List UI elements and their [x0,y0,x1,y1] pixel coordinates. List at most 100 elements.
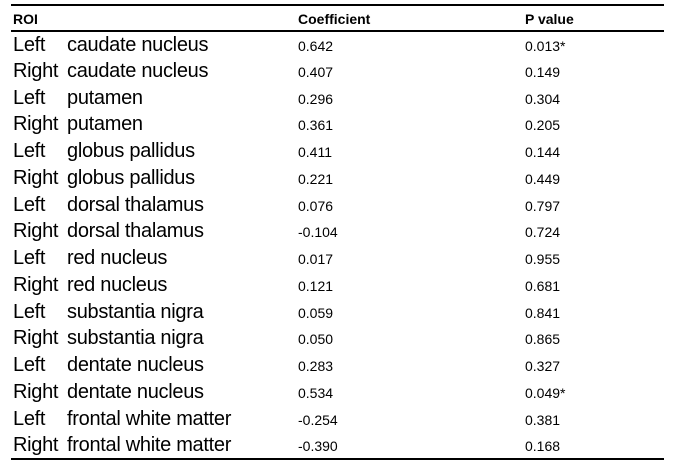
roi-statistics-table: ROI Coefficient P value Left caudate nucl… [11,4,664,460]
table-header-row: ROI Coefficient P value [11,4,664,32]
roi-cell: Right substantia nigra [11,325,298,352]
roi-region-label: globus pallidus [67,166,195,189]
roi-region-label: putamen [67,113,143,136]
p-value-cell: 0.144 [525,144,561,160]
p-value-cell: 0.304 [525,90,561,107]
p-value-cell: 0.681 [525,277,561,294]
coefficient-cell: 0.076 [298,197,334,214]
roi-side-label: Right [13,113,59,136]
roi-cell: Left putamen [11,85,298,112]
table-row: Right dentate nucleus 0.534 0.049* [11,379,664,406]
roi-region-label: globus pallidus [67,140,195,162]
table-row: Left putamen 0.296 0.304 [11,85,664,112]
table-row: Left caudate nucleus 0.642 0.013* [11,31,664,58]
roi-region-label: caudate nucleus [67,59,209,82]
roi-side-label: Left [13,34,46,56]
roi-side-label: Left [13,300,46,323]
roi-side-label: Left [13,247,46,269]
roi-region-label: frontal white matter [67,434,232,457]
column-header-coefficient: Coefficient [298,4,525,32]
roi-side-label: Right [13,166,59,189]
p-value-cell: 0.841 [525,304,561,321]
roi-side-label: Left [13,354,46,376]
p-value-cell: 0.327 [525,358,561,374]
coefficient-cell: 0.534 [298,384,334,401]
p-value-cell: 0.797 [525,197,561,214]
p-value-cell: 0.013* [525,38,566,54]
roi-cell: Left dentate nucleus [11,352,298,379]
p-value-cell: 0.449 [525,170,561,187]
p-value-cell: 0.168 [525,432,664,460]
table-row: Left substantia nigra 0.059 0.841 [11,299,664,326]
p-value-cell: 0.149 [525,63,561,80]
roi-cell: Left substantia nigra [11,299,298,326]
roi-cell: Right frontal white matter [11,432,298,460]
coefficient-cell: 0.121 [298,277,334,294]
roi-cell: Left dorsal thalamus [11,192,298,219]
roi-cell: Right putamen [11,111,298,138]
roi-side-label: Left [13,86,46,109]
table-row: Right globus pallidus 0.221 0.449 [11,165,664,192]
roi-side-label: Right [13,327,59,350]
table-row: Left red nucleus 0.017 0.955 [11,245,664,272]
roi-side-label: Right [13,273,59,296]
coefficient-cell: 0.642 [298,38,334,54]
roi-region-label: red nucleus [67,247,168,269]
column-header-roi: ROI [11,4,298,32]
roi-region-label: dorsal thalamus [67,193,204,216]
coefficient-cell: 0.407 [298,63,334,80]
roi-side-label: Left [13,140,46,162]
table-row: Right frontal white matter -0.390 0.168 [11,432,664,460]
table-row: Left globus pallidus 0.411 0.144 [11,138,664,165]
coefficient-cell: 0.221 [298,170,334,187]
roi-cell: Right dorsal thalamus [11,218,298,245]
table-row: Right substantia nigra 0.050 0.865 [11,325,664,352]
table-row: Left frontal white matter -0.254 0.381 [11,406,664,433]
coefficient-cell: -0.390 [298,432,525,460]
roi-region-label: red nucleus [67,273,168,296]
roi-region-label: putamen [67,86,143,109]
roi-cell: Left red nucleus [11,245,298,272]
coefficient-cell: 0.050 [298,331,334,348]
roi-region-label: dentate nucleus [67,380,204,403]
roi-side-label: Left [13,407,46,430]
p-value-cell: 0.955 [525,251,561,267]
roi-side-label: Right [13,380,59,403]
coefficient-cell: 0.283 [298,358,334,374]
roi-cell: Right red nucleus [11,272,298,299]
roi-cell: Left caudate nucleus [11,31,298,58]
roi-region-label: dorsal thalamus [67,220,204,243]
p-value-cell: 0.205 [525,117,561,134]
roi-cell: Right globus pallidus [11,165,298,192]
coefficient-cell: 0.296 [298,90,334,107]
roi-side-label: Left [13,193,46,216]
table-row: Right dorsal thalamus -0.104 0.724 [11,218,664,245]
table-row: Right red nucleus 0.121 0.681 [11,272,664,299]
p-value-cell: 0.865 [525,331,561,348]
roi-region-label: frontal white matter [67,407,232,430]
coefficient-cell: -0.104 [298,224,338,241]
coefficient-cell: 0.017 [298,251,334,267]
roi-region-label: substantia nigra [67,327,204,350]
coefficient-cell: 0.411 [298,144,332,160]
p-value-cell: 0.381 [525,411,561,428]
roi-cell: Left frontal white matter [11,406,298,433]
roi-side-label: Right [13,434,59,457]
coefficient-cell: 0.361 [298,117,334,134]
coefficient-cell: -0.254 [298,411,338,428]
roi-region-label: caudate nucleus [67,34,209,56]
roi-cell: Right dentate nucleus [11,379,298,406]
roi-side-label: Right [13,59,59,82]
column-header-p-value: P value [525,4,664,32]
roi-cell: Right caudate nucleus [11,58,298,85]
table-row: Right caudate nucleus 0.407 0.149 [11,58,664,85]
roi-cell: Left globus pallidus [11,138,298,165]
roi-region-label: substantia nigra [67,300,204,323]
table-row: Right putamen 0.361 0.205 [11,111,664,138]
p-value-cell: 0.049* [525,384,566,401]
p-value-cell: 0.724 [525,224,561,241]
roi-side-label: Right [13,220,59,243]
table-row: Left dorsal thalamus 0.076 0.797 [11,192,664,219]
roi-region-label: dentate nucleus [67,354,204,376]
